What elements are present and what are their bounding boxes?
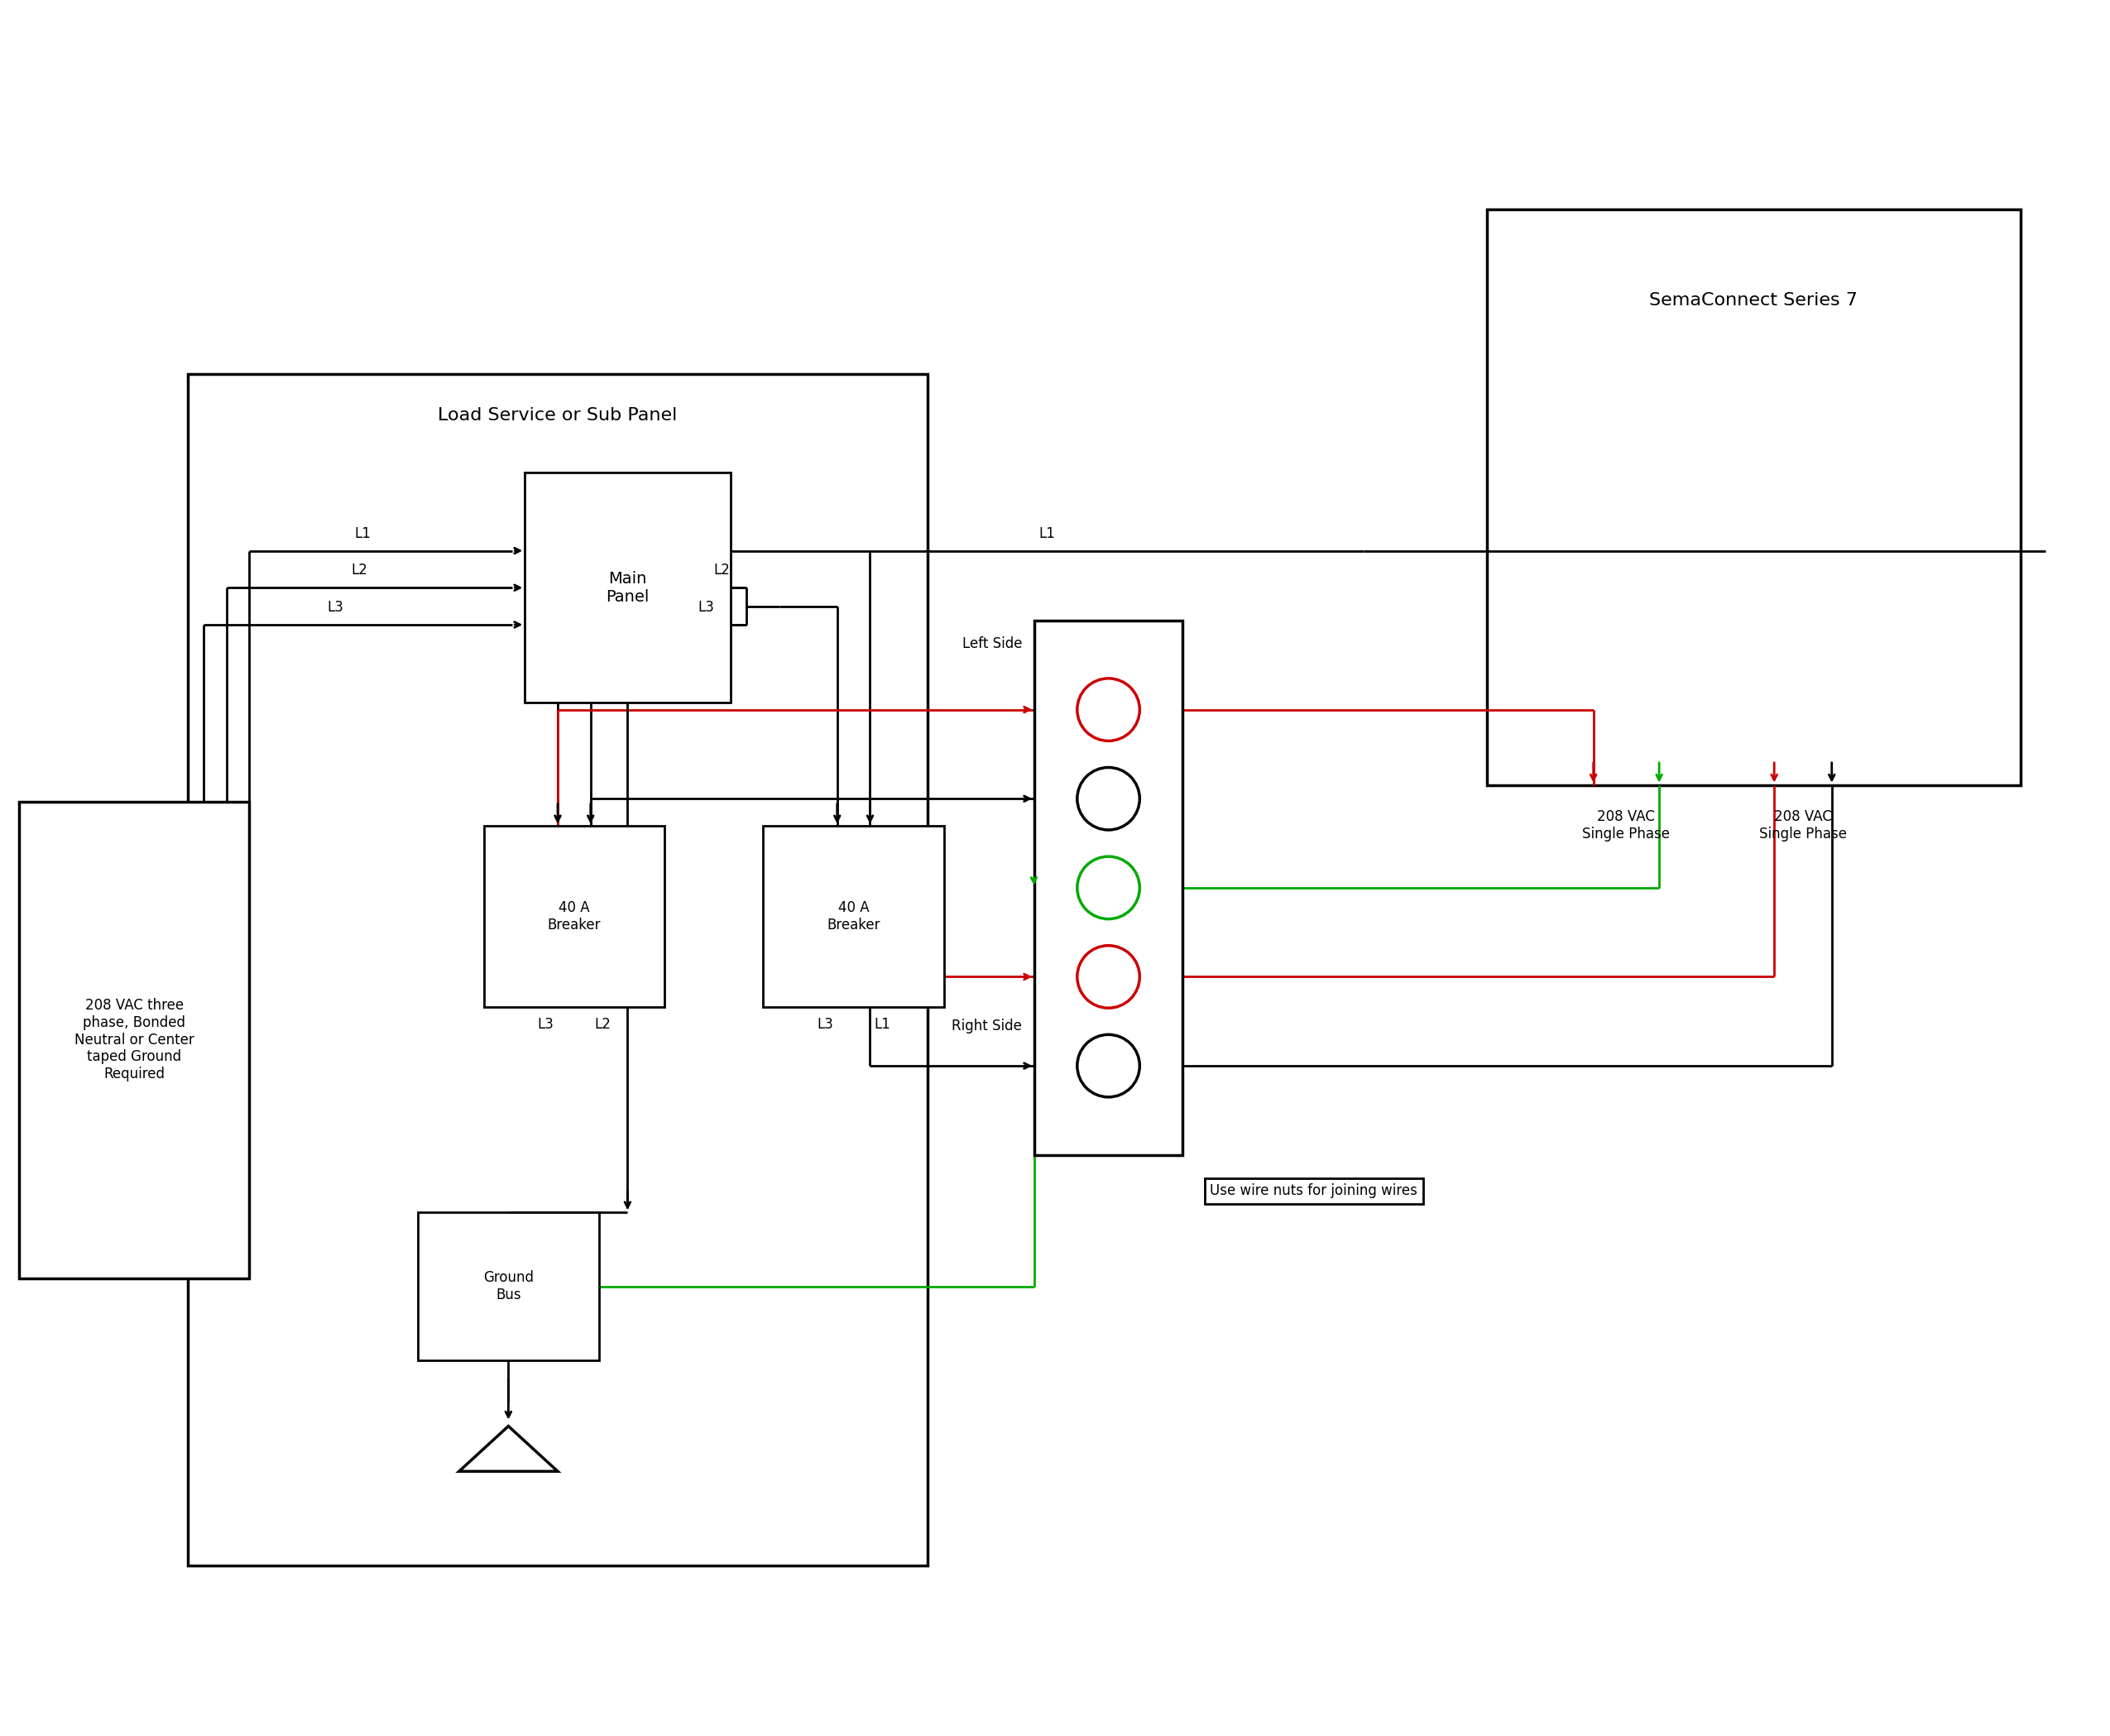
Text: Ground
Bus: Ground Bus [483, 1271, 534, 1302]
Text: L2: L2 [350, 562, 367, 578]
Text: L1: L1 [1038, 526, 1055, 542]
Bar [418, 1212, 599, 1361]
Text: L3: L3 [538, 1017, 553, 1031]
Bar [483, 826, 665, 1007]
Bar [19, 802, 249, 1278]
Bar [1034, 620, 1182, 1154]
Text: 208 VAC
Single Phase: 208 VAC Single Phase [1582, 809, 1671, 842]
Circle shape [1078, 1035, 1139, 1097]
Text: 40 A
Breaker: 40 A Breaker [546, 901, 601, 932]
Circle shape [1078, 767, 1139, 830]
Text: L3: L3 [327, 601, 344, 615]
Bar [525, 472, 730, 703]
Text: Right Side: Right Side [952, 1019, 1021, 1033]
Text: 40 A
Breaker: 40 A Breaker [827, 901, 880, 932]
Text: Use wire nuts for joining wires: Use wire nuts for joining wires [1211, 1184, 1418, 1198]
Polygon shape [460, 1425, 557, 1472]
Text: 208 VAC three
phase, Bonded
Neutral or Center
taped Ground
Required: 208 VAC three phase, Bonded Neutral or C… [74, 998, 194, 1082]
Text: L1: L1 [354, 526, 371, 542]
Text: Left Side: Left Side [962, 637, 1021, 651]
Text: SemaConnect Series 7: SemaConnect Series 7 [1650, 292, 1859, 309]
Text: L2: L2 [595, 1017, 612, 1031]
Bar [764, 826, 943, 1007]
Text: Main
Panel: Main Panel [606, 571, 650, 604]
Text: L3: L3 [817, 1017, 833, 1031]
Text: 208 VAC
Single Phase: 208 VAC Single Phase [1760, 809, 1846, 842]
Text: Load Service or Sub Panel: Load Service or Sub Panel [439, 406, 677, 424]
Text: L2: L2 [713, 562, 730, 578]
Bar [188, 373, 928, 1566]
Circle shape [1078, 679, 1139, 741]
Text: L1: L1 [874, 1017, 890, 1031]
Circle shape [1078, 946, 1139, 1009]
Text: L3: L3 [698, 601, 713, 615]
Bar [1488, 210, 2021, 785]
Circle shape [1078, 856, 1139, 918]
